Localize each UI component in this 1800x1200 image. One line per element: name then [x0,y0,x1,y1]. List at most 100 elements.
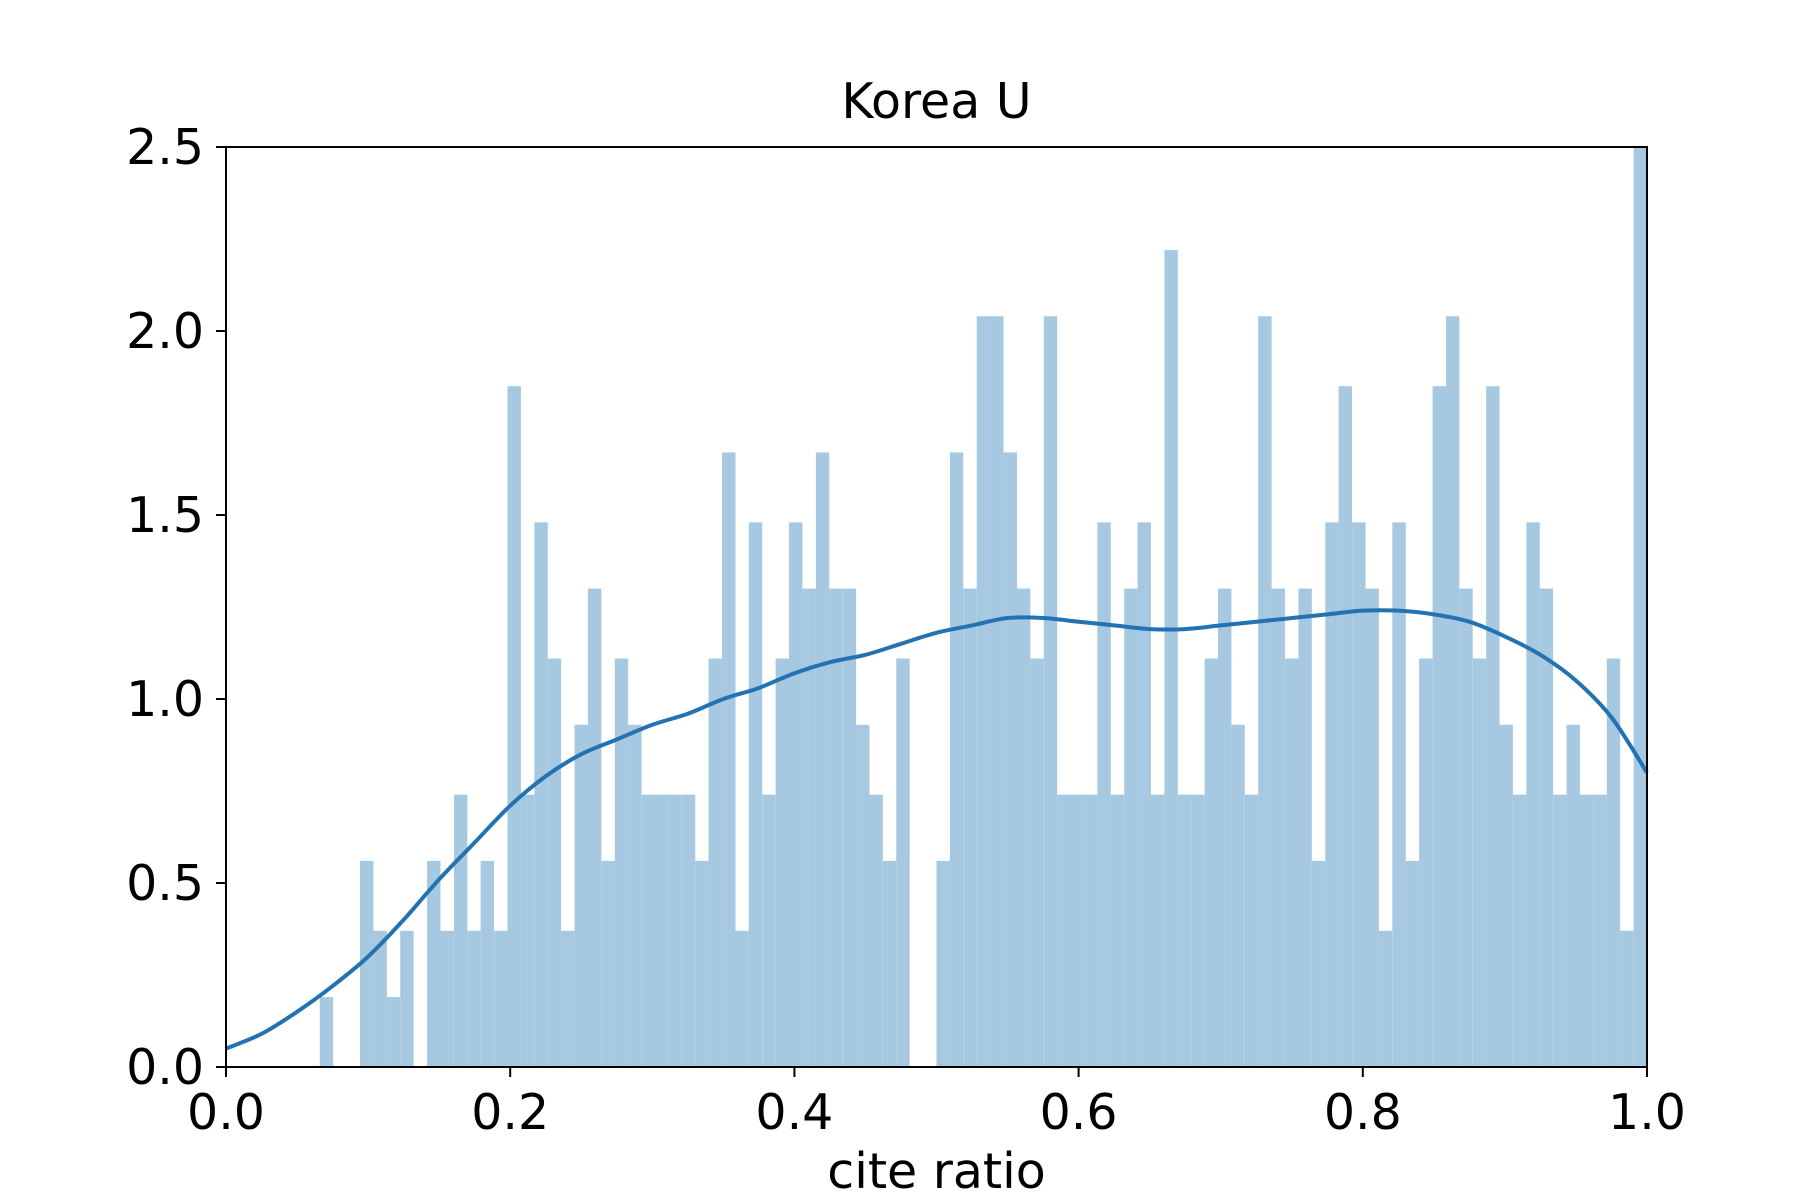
x-tick-label: 0.2 [471,1084,549,1141]
histogram-bar [1003,452,1017,1067]
histogram-bar [574,724,588,1067]
histogram-bar [1311,860,1326,1067]
histogram-bar [1164,250,1178,1068]
histogram-bar [869,794,883,1067]
histogram-bar [1204,658,1219,1067]
histogram-bar [1378,930,1393,1067]
histogram-bar [641,794,656,1067]
histogram-bar [815,452,830,1067]
x-tick-label: 0.4 [755,1084,833,1141]
histogram-bar [1124,588,1138,1067]
histogram-bar [1352,522,1366,1067]
kde-line [225,608,1649,1051]
histogram-bar [373,930,387,1067]
histogram-bar [655,794,669,1067]
histogram-bar [963,588,977,1067]
histogram-bar [1110,794,1125,1067]
x-tick-label: 0.6 [1040,1084,1118,1141]
histogram-bar [494,930,508,1067]
histogram-bar [1392,522,1406,1067]
histogram-bar [896,658,910,1067]
histogram-bar [1191,794,1205,1067]
histogram-bar [587,588,602,1067]
y-tick-label: 1.5 [126,487,204,544]
histogram-bar [561,930,575,1067]
histogram-bar [1566,724,1580,1067]
histogram-bar [601,860,615,1067]
histogram-bar [1298,588,1312,1067]
x-tick-label: 0.8 [1324,1084,1402,1141]
histogram-bar [534,522,548,1067]
histogram-bar [1285,658,1299,1067]
y-tick-label: 2.0 [126,303,204,360]
histogram-bar [990,316,1004,1067]
histogram-bar [1030,658,1044,1067]
histogram-bar [1526,522,1540,1067]
histogram-bar [507,386,521,1067]
histogram-bar [386,997,401,1067]
histogram-bar [1432,386,1446,1067]
histogram-bar [762,794,776,1067]
histogram-bar [1513,794,1527,1067]
histogram-bar [440,930,454,1067]
histogram-bar [480,860,495,1067]
histogram-bar [400,930,414,1067]
histogram-bar [789,522,803,1067]
histogram-bar [1231,724,1245,1067]
histogram-bar [829,588,843,1067]
histogram-bar [842,588,857,1067]
histogram-bar [695,860,709,1067]
histogram-bar [1244,794,1259,1067]
histogram-bar [1405,860,1420,1067]
histogram-bar [453,794,468,1067]
histogram-bar [1150,794,1165,1067]
histogram-bar [976,316,991,1067]
histogram-bar [856,724,870,1067]
histogram-bar [1057,794,1071,1067]
histogram-bar [681,794,696,1067]
histogram-bar [319,997,334,1067]
histogram-bar [882,860,897,1067]
histogram-bar [949,452,964,1067]
histogram-bar [1097,522,1111,1067]
axis-ticks: 0.0 0.2 0.4 0.6 0.8 1.0 0.0 0.5 1.0 1.5 2.0 2.5 [126,119,1686,1141]
y-tick-label: 1.0 [126,671,204,728]
histogram-bar [1539,588,1554,1067]
histogram-bar [1365,588,1379,1067]
histogram-bar [427,860,441,1067]
histogram-bar [1218,588,1232,1067]
chart-title: Korea U [841,73,1031,130]
histogram-bar [936,860,950,1067]
x-axis-title: cite ratio [827,1143,1045,1200]
histogram-bar [1070,794,1084,1067]
histogram-bar [775,658,790,1067]
histogram-bar [1620,930,1634,1067]
histogram-bar [1606,658,1621,1067]
histogram-bar [1177,794,1192,1067]
histogram-bar [1419,658,1433,1067]
histogram-bar [1084,794,1098,1067]
x-tick-label: 0.0 [187,1084,265,1141]
histogram-bar [1472,658,1487,1067]
y-tick-label: 2.5 [126,119,204,176]
histogram-bar [360,860,374,1067]
histogram-bar [1043,316,1058,1067]
histogram-bar [1445,316,1460,1067]
histogram-bar [614,658,629,1067]
histogram-bar [722,452,736,1067]
kde-curve-layer [225,608,1649,1051]
histogram-bar [1499,724,1513,1067]
histogram-bar [1633,147,1647,1067]
histogram-bar [748,522,763,1067]
histogram-bar [1338,386,1353,1067]
histogram-bar [547,658,562,1067]
histogram-bars [319,147,1647,1068]
histogram-bar [1459,588,1473,1067]
histogram-bar [1553,794,1567,1067]
histogram-bar [1137,522,1151,1067]
histogram-bar [1593,794,1607,1067]
histogram-bar [1271,588,1285,1067]
histogram-bar [628,724,642,1067]
